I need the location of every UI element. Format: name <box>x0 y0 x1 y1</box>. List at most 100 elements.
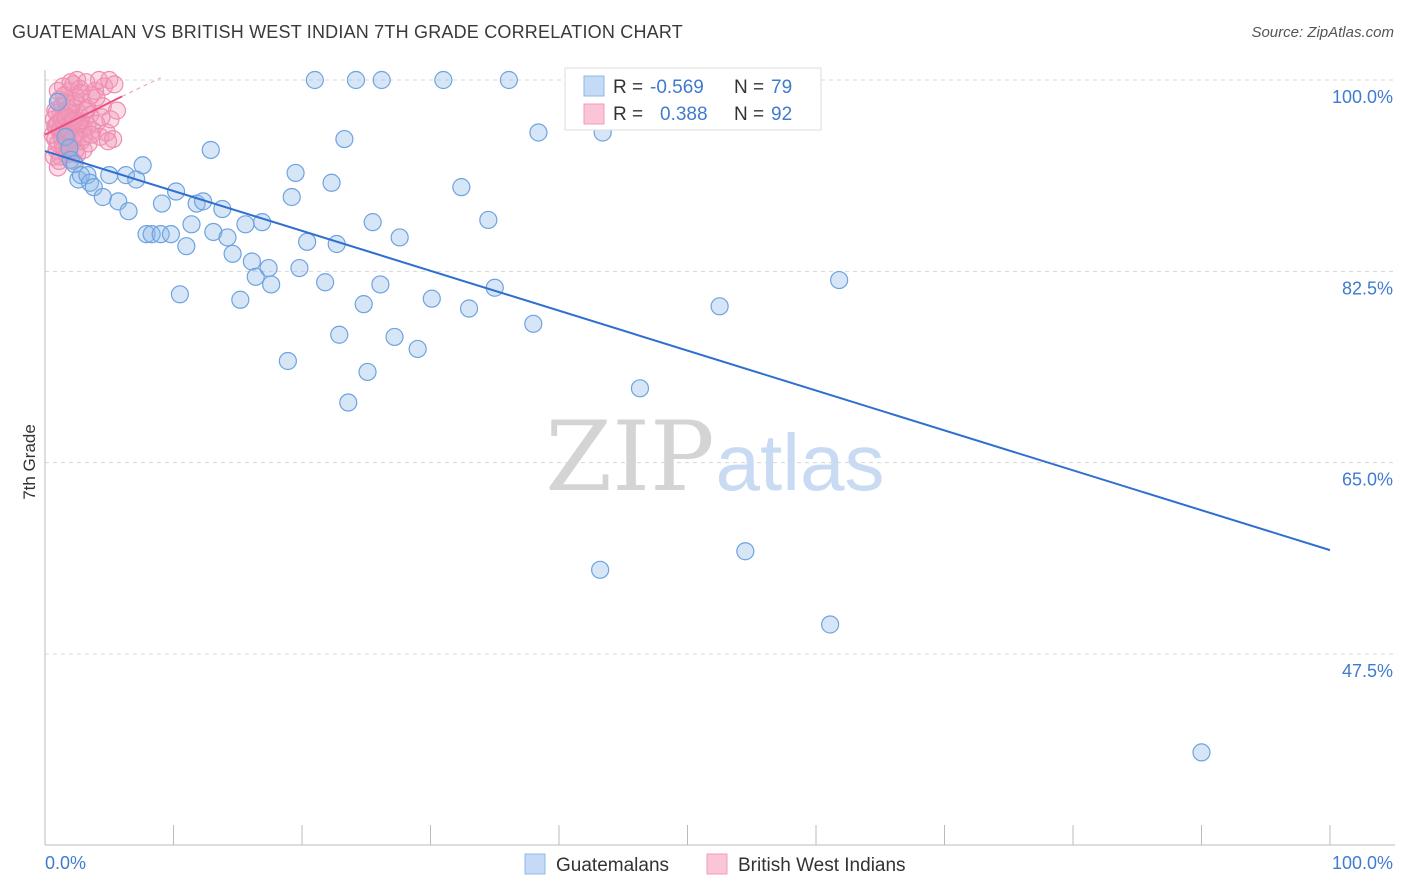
guatemalan-point-10 <box>93 187 112 207</box>
source-label: Source: ZipAtlas.com <box>1251 24 1394 41</box>
x-tick-labels: 0.0% 100.0% <box>45 853 1393 873</box>
guatemalan-point-16 <box>133 156 152 175</box>
guatemalan-point-29 <box>204 222 223 242</box>
guatemalan-point-71 <box>591 560 610 579</box>
guatemalan-point-27 <box>193 192 213 211</box>
r-value-pink: 0.388 <box>660 104 708 125</box>
guatemalan-point-46 <box>316 273 335 292</box>
guatemalan-point-67 <box>499 70 518 90</box>
guatemalan-point-38 <box>259 258 278 278</box>
guatemalan-point-72 <box>630 379 650 398</box>
guatemalan-point-57 <box>372 70 391 90</box>
guatemalan-point-54 <box>358 362 377 382</box>
guatemalan-point-14 <box>116 166 136 185</box>
guatemalan-point-31 <box>218 228 237 247</box>
guatemalan-point-55 <box>363 213 382 232</box>
r-label-blue: R = <box>613 77 643 98</box>
bwi-point-54 <box>86 81 105 101</box>
guatemalan-point-44 <box>298 232 317 251</box>
n-value-pink: 92 <box>771 104 792 125</box>
r-value-blue: -0.569 <box>650 77 704 98</box>
pink-swatch <box>583 103 605 125</box>
y-tick-label-1: 65.0% <box>1342 470 1393 490</box>
guatemalan-point-68 <box>524 314 543 333</box>
bwi-point-89 <box>87 88 106 107</box>
guatemalan-point-28 <box>201 140 220 160</box>
guatemalan-point-64 <box>459 299 479 318</box>
guatemalan-point-36 <box>246 267 265 286</box>
bwi-trendline <box>44 95 123 136</box>
watermark-zip: ZIP <box>545 401 714 513</box>
guatemalan-point-51 <box>339 393 358 412</box>
guatemalan-point-40 <box>278 351 297 371</box>
legend-swatch-british-west-indians <box>706 853 728 875</box>
guatemalan-point-58 <box>385 327 404 347</box>
guatemalan-point-24 <box>177 237 196 256</box>
chart-title: GUATEMALAN VS BRITISH WEST INDIAN 7TH GR… <box>12 22 683 42</box>
guatemalan-point-21 <box>161 225 181 244</box>
bwi-point-90 <box>92 108 111 127</box>
british-west-indians-points <box>43 70 127 177</box>
guatemalan-point-13 <box>119 202 138 221</box>
bwi-point-65 <box>107 101 127 120</box>
watermark: ZIP atlas <box>545 401 884 513</box>
legend-label-guatemalans: Guatemalans <box>556 855 669 876</box>
axes <box>44 70 1395 846</box>
watermark-atlas: atlas <box>716 418 885 507</box>
bwi-point-64 <box>105 75 124 94</box>
guatemalan-point-35 <box>242 252 261 271</box>
legend-swatch-guatemalans <box>524 853 546 875</box>
guatemalan-point-17 <box>137 225 156 244</box>
guatemalan-point-60 <box>408 339 427 359</box>
guatemalan-point-49 <box>330 325 349 344</box>
guatemalan-point-56 <box>371 275 390 294</box>
n-label-blue: N = <box>734 77 764 98</box>
guatemalan-point-69 <box>529 123 548 142</box>
guatemalan-point-19 <box>151 225 170 244</box>
y-tick-label-3: 100.0% <box>1332 87 1393 107</box>
guatemalan-point-50 <box>335 129 354 149</box>
trendlines <box>44 77 1331 552</box>
y-tick-labels: 47.5% 65.0% 82.5% 100.0% <box>1332 87 1393 681</box>
y-tick-label-0: 47.5% <box>1342 661 1393 681</box>
guatemalan-point-76 <box>821 615 840 634</box>
guatemalans-points <box>48 70 1211 762</box>
guatemalan-point-25 <box>182 215 201 234</box>
x-tick-label-1: 100.0% <box>1332 853 1393 873</box>
r-label-pink: R = <box>613 104 643 125</box>
guatemalan-point-45 <box>305 70 324 90</box>
guatemalan-point-20 <box>152 194 172 213</box>
guatemalan-point-53 <box>354 295 373 314</box>
guatemalan-point-66 <box>485 278 504 297</box>
bwi-point-85 <box>71 84 91 103</box>
guatemalan-point-0 <box>48 92 67 111</box>
y-axis-title: 7th Grade <box>20 424 39 500</box>
guatemalans-trendline <box>44 150 1331 552</box>
series-legend: Guatemalans British West Indians <box>524 853 906 876</box>
n-value-blue: 79 <box>771 77 792 98</box>
guatemalan-point-52 <box>346 70 366 90</box>
y-tick-label-2: 82.5% <box>1342 278 1393 298</box>
guatemalan-point-41 <box>282 187 301 207</box>
guatemalan-point-74 <box>736 542 755 561</box>
guatemalan-point-33 <box>231 290 250 309</box>
guatemalan-point-47 <box>322 173 341 192</box>
gridlines <box>45 79 1395 655</box>
guatemalan-point-39 <box>262 275 281 294</box>
bwi-point-88 <box>82 125 101 144</box>
guatemalan-point-1 <box>56 127 75 146</box>
guatemalan-point-65 <box>479 210 498 230</box>
guatemalan-point-59 <box>390 228 409 247</box>
guatemalan-point-62 <box>434 70 453 90</box>
guatemalan-point-43 <box>290 258 309 278</box>
stats-legend-frame <box>564 67 822 131</box>
guatemalan-point-42 <box>286 163 305 183</box>
guatemalan-point-23 <box>170 285 190 304</box>
stats-legend: R = -0.569 N = 79 R = 0.388 N = 92 <box>564 67 822 131</box>
guatemalan-point-61 <box>422 289 441 308</box>
x-tick-label-0: 0.0% <box>45 853 86 873</box>
blue-swatch <box>583 75 605 97</box>
legend-label-british-west-indians: British West Indians <box>738 855 906 876</box>
guatemalan-point-78 <box>1192 743 1211 762</box>
